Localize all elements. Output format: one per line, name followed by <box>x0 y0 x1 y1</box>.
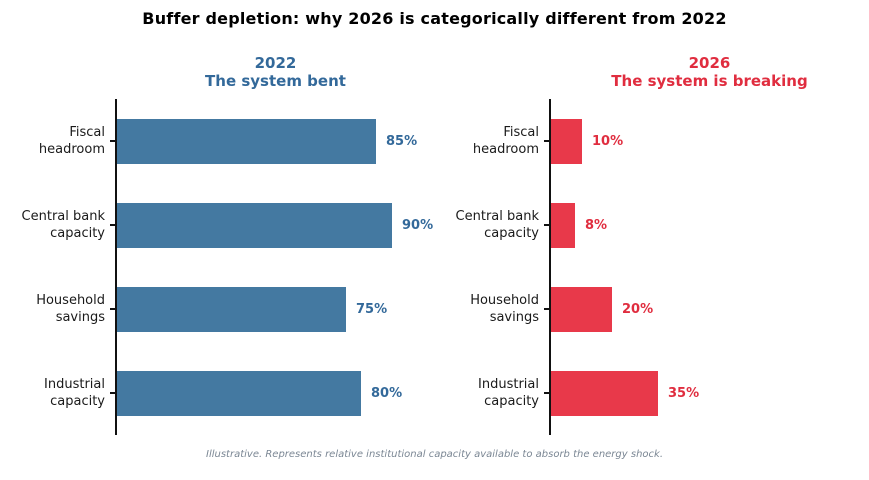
panel-2022-year: 2022 <box>254 54 297 72</box>
plot-2022: Fiscal headroom 85% Central bank capacit… <box>0 99 434 435</box>
plot-2026: Fiscal headroom 10% Central bank capacit… <box>434 99 868 435</box>
axis-tick <box>544 140 550 142</box>
category-label: Central bank capacity <box>455 209 539 241</box>
panel-2026-header: 2026 The system is breaking <box>434 54 868 90</box>
bar-row-industrial-capacity-2026: Industrial capacity 35% <box>434 351 868 435</box>
y-axis-line-2026 <box>549 99 551 435</box>
bar-row-fiscal-headroom-2026: Fiscal headroom 10% <box>434 99 868 183</box>
axis-tick <box>110 224 116 226</box>
panel-2022-subtitle: The system bent <box>205 72 346 90</box>
category-label: Fiscal headroom <box>38 125 105 157</box>
axis-tick <box>544 392 550 394</box>
bar-industrial-capacity-2022 <box>117 370 361 416</box>
axis-tick <box>110 140 116 142</box>
bar-value-label: 20% <box>622 301 654 317</box>
category-label: Industrial capacity <box>478 377 539 409</box>
bar-value-label: 85% <box>386 133 418 149</box>
bar-value-label: 80% <box>371 385 403 401</box>
panel-2026-subtitle: The system is breaking <box>611 72 808 90</box>
bar-fiscal-headroom-2022 <box>117 118 376 164</box>
category-label: Household savings <box>470 293 539 325</box>
footnote: Illustrative. Represents relative instit… <box>206 449 663 460</box>
panels-container: 2022 The system bent Fiscal headroom 85% <box>0 54 869 435</box>
category-label: Household savings <box>36 293 105 325</box>
panel-2026: 2026 The system is breaking Fiscal headr… <box>434 54 868 435</box>
axis-tick <box>544 224 550 226</box>
bar-row-household-savings-2022: Household savings 75% <box>0 267 434 351</box>
axis-tick <box>544 308 550 310</box>
y-axis-line-2022 <box>115 99 117 435</box>
category-label: Fiscal headroom <box>472 125 539 157</box>
bar-value-label: 8% <box>585 217 608 233</box>
panel-2026-year: 2026 <box>688 54 731 72</box>
axis-tick <box>110 308 116 310</box>
bar-central-bank-2026 <box>551 202 575 248</box>
bar-value-label: 75% <box>356 301 388 317</box>
chart-title: Buffer depletion: why 2026 is categorica… <box>142 9 727 28</box>
bar-row-central-bank-2022: Central bank capacity 90% <box>0 183 434 267</box>
panel-2022-header: 2022 The system bent <box>0 54 434 90</box>
axis-tick <box>110 392 116 394</box>
category-label: Central bank capacity <box>21 209 105 241</box>
bar-fiscal-headroom-2026 <box>551 118 582 164</box>
bar-household-savings-2026 <box>551 286 612 332</box>
bar-household-savings-2022 <box>117 286 346 332</box>
bar-value-label: 10% <box>592 133 624 149</box>
panel-2022: 2022 The system bent Fiscal headroom 85% <box>0 54 434 435</box>
bar-row-industrial-capacity-2022: Industrial capacity 80% <box>0 351 434 435</box>
bar-value-label: 35% <box>668 385 700 401</box>
category-label: Industrial capacity <box>44 377 105 409</box>
bar-row-central-bank-2026: Central bank capacity 8% <box>434 183 868 267</box>
bar-row-fiscal-headroom-2022: Fiscal headroom 85% <box>0 99 434 183</box>
bar-central-bank-2022 <box>117 202 392 248</box>
bar-row-household-savings-2026: Household savings 20% <box>434 267 868 351</box>
bar-industrial-capacity-2026 <box>551 370 658 416</box>
bar-value-label: 90% <box>402 217 434 233</box>
